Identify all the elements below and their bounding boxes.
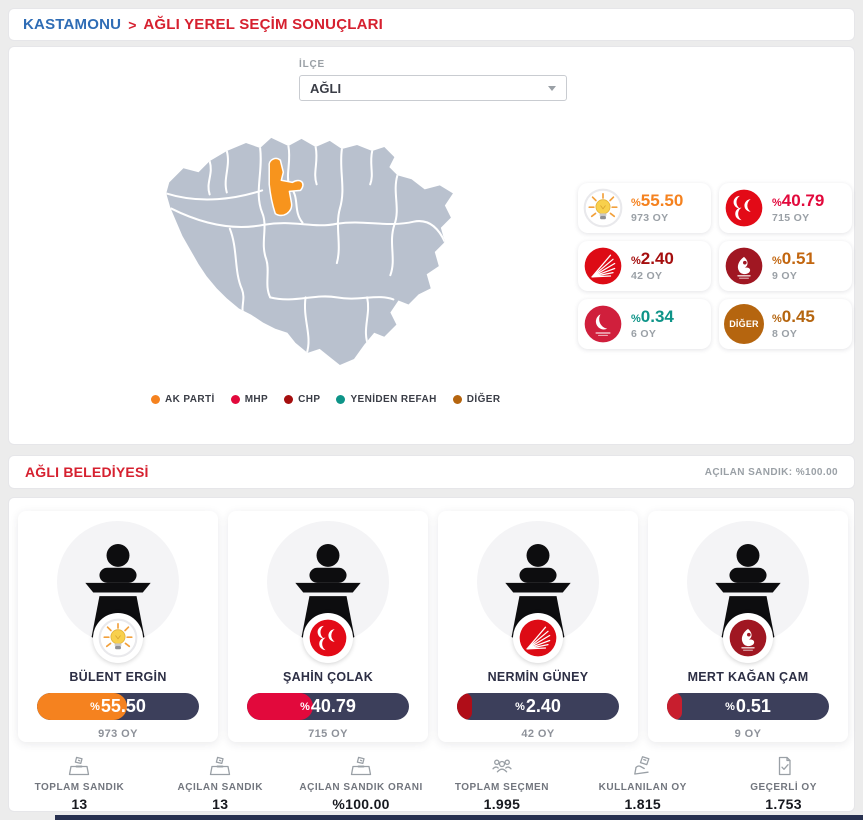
zafer-logo-icon	[723, 613, 773, 663]
party-votes: 42 OY	[631, 269, 663, 282]
candidate-percent: % 55.50	[90, 696, 146, 716]
candidate-name: NERMİN GÜNEY	[487, 670, 589, 684]
ballot-box-icon	[66, 754, 92, 778]
party-card-mhp: %40.79 715 OY	[719, 183, 852, 233]
stat-gecerli-oy: GEÇERLİ OY 1.753	[713, 754, 854, 812]
stat-kullanilan-oy: KULLANILAN OY 1.815	[572, 754, 713, 812]
candidate-vote-bar: % 40.79	[247, 693, 409, 720]
district-select[interactable]: AĞLI	[299, 75, 567, 101]
legend-dot	[336, 395, 346, 404]
map-province-shape	[166, 137, 453, 366]
legend-item-chp: CHP	[284, 394, 320, 405]
breadcrumb-province-link[interactable]: KASTAMONU	[23, 16, 122, 33]
legend-dot	[151, 395, 160, 404]
candidate-percent: % 0.51	[725, 696, 771, 716]
party-percent: %55.50	[631, 191, 684, 211]
akparti-logo-icon	[583, 188, 623, 228]
akparti-logo-icon	[93, 613, 143, 663]
legend-item-diger: DİĞER	[452, 394, 501, 405]
candidate-name: ŞAHİN ÇOLAK	[282, 670, 374, 684]
stat-toplam-sandik: TOPLAM SANDIK 13	[9, 754, 150, 812]
opened-ballots-label: AÇILAN SANDIK: %100.00	[704, 466, 838, 478]
party-card-diger: DİĞER %0.45 8 OY	[719, 299, 852, 349]
chevron-down-icon	[548, 85, 556, 91]
party-percent: %40.79	[772, 191, 825, 211]
party-card-zafer: %0.51 9 OY	[719, 241, 852, 291]
party-votes: 6 OY	[631, 327, 657, 340]
breadcrumb: KASTAMONU > AĞLI YEREL SEÇİM SONUÇLARI	[8, 8, 855, 41]
party-card-chp: %2.40 42 OY	[578, 241, 711, 291]
mhp-logo-icon	[303, 613, 353, 663]
page-title: AĞLI YEREL SEÇİM SONUÇLARI	[143, 16, 384, 33]
candidate-votes: 42 OY	[521, 728, 555, 740]
candidate-card-akparti: BÜLENT ERGİN % 55.50 973 OY	[18, 511, 218, 742]
legend-dot	[230, 395, 240, 404]
stat-acilan-sandik-orani: AÇILAN SANDIK ORANI %100.00	[291, 754, 432, 812]
party-percent: %2.40	[631, 249, 674, 269]
candidate-card-mhp: ŞAHİN ÇOLAK % 40.79 715 OY	[228, 511, 428, 742]
candidate-name: MERT KAĞAN ÇAM	[687, 670, 809, 684]
candidate-card-chp: NERMİN GÜNEY % 2.40 42 OY	[438, 511, 638, 742]
candidate-votes: 715 OY	[308, 728, 348, 740]
candidate-vote-bar: % 2.40	[457, 693, 619, 720]
people-icon	[489, 754, 515, 778]
candidate-vote-bar: % 0.51	[667, 693, 829, 720]
party-card-yeniden-refah: %0.34 6 OY	[578, 299, 711, 349]
ballot-box-icon	[348, 754, 374, 778]
results-panel: İLÇE AĞLI	[8, 46, 855, 445]
legend-item-mhp: MHP	[230, 394, 268, 405]
legend-item-yeniden-refah: YENİDEN REFAH	[336, 394, 436, 405]
candidate-name: BÜLENT ERGİN	[69, 670, 167, 684]
party-votes: 9 OY	[772, 269, 798, 282]
municipality-section-header: AĞLI BELEDİYESİ AÇILAN SANDIK: %100.00	[8, 455, 855, 489]
legend-dot	[452, 395, 462, 404]
party-votes: 973 OY	[631, 211, 669, 224]
breadcrumb-separator: >	[128, 16, 137, 33]
stat-toplam-secmen: TOPLAM SEÇMEN 1.995	[431, 754, 572, 812]
party-percent: %0.51	[772, 249, 815, 269]
candidate-vote-bar: % 55.50	[37, 693, 199, 720]
stat-acilan-sandik: AÇILAN SANDIK 13	[150, 754, 291, 812]
candidate-percent: % 2.40	[515, 696, 561, 716]
district-select-value: AĞLI	[310, 80, 342, 96]
party-votes: 8 OY	[772, 327, 798, 340]
legend-dot	[284, 395, 294, 404]
yeniden-refah-logo-icon	[583, 304, 623, 344]
chp-logo-icon	[583, 246, 623, 286]
party-votes: 715 OY	[772, 211, 810, 224]
candidates-panel: BÜLENT ERGİN % 55.50 973 OY ŞAHİN ÇOLAK %…	[8, 497, 855, 812]
summary-stats-row: TOPLAM SANDIK 13 AÇILAN SANDIK 13 AÇILAN…	[9, 754, 854, 812]
kastamonu-district-map[interactable]	[141, 123, 565, 385]
candidate-votes: 973 OY	[98, 728, 138, 740]
party-percent: %0.34	[631, 307, 674, 327]
map-region-agli[interactable]	[268, 157, 304, 217]
zafer-logo-icon	[724, 246, 764, 286]
district-select-label: İLÇE	[299, 59, 325, 70]
ballot-box-icon	[207, 754, 233, 778]
horizontal-scrollbar-thumb[interactable]	[55, 815, 863, 820]
party-results-grid: %55.50 973 OY %40.79 715 OY %2.40 42 OY …	[578, 183, 856, 349]
party-percent: %0.45	[772, 307, 815, 327]
chp-logo-icon	[513, 613, 563, 663]
voting-hand-icon	[630, 754, 656, 778]
ballot-paper-icon	[771, 754, 797, 778]
legend-item-akparti: AK PARTİ	[151, 394, 215, 405]
section-title: AĞLI BELEDİYESİ	[25, 464, 149, 480]
candidate-card-zafer: MERT KAĞAN ÇAM % 0.51 9 OY	[648, 511, 848, 742]
map-legend: AK PARTİ MHP CHP YENİDEN REFAH DİĞER	[151, 394, 500, 405]
mhp-logo-icon	[724, 188, 764, 228]
party-card-akparti: %55.50 973 OY	[578, 183, 711, 233]
diger-logo-icon: DİĞER	[724, 304, 764, 344]
candidate-percent: % 40.79	[300, 696, 356, 716]
candidate-votes: 9 OY	[734, 728, 762, 740]
